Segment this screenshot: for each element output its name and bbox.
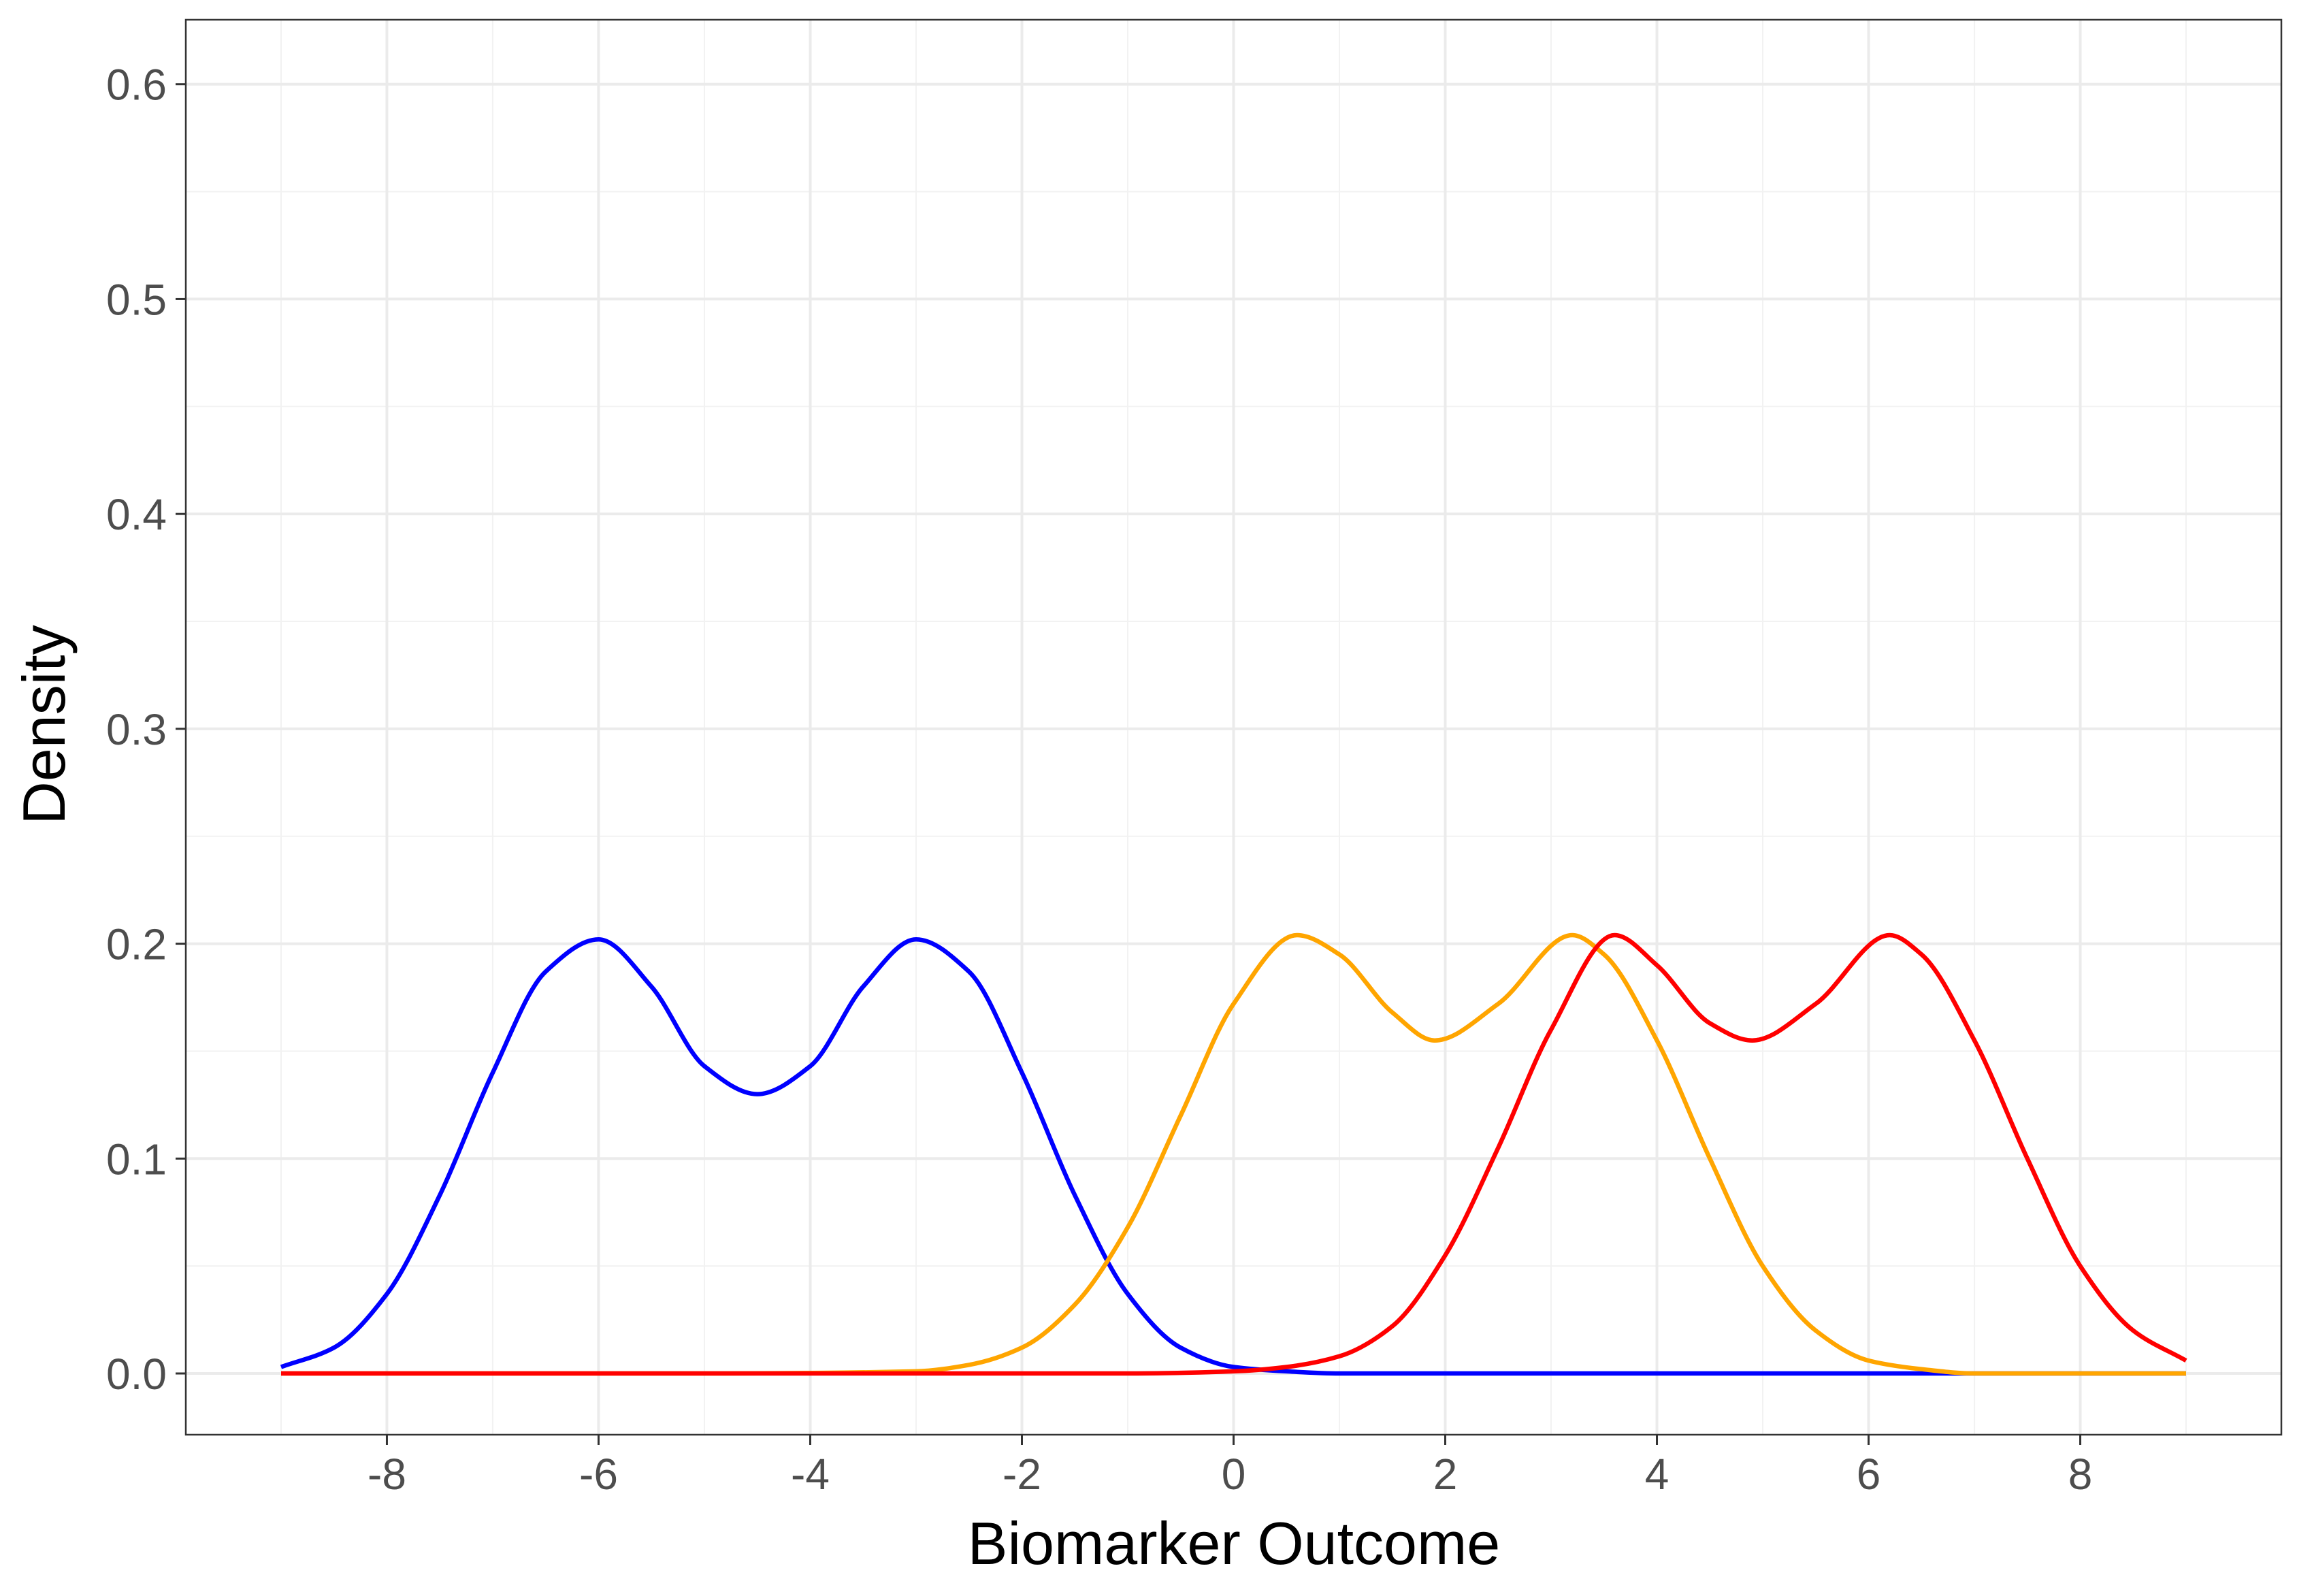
y-tick-label: 0.3 — [106, 705, 167, 754]
x-tick-label: 6 — [1857, 1450, 1881, 1499]
y-tick-label: 0.2 — [106, 920, 167, 969]
x-tick-label: 4 — [1645, 1450, 1669, 1499]
x-tick-label: -8 — [368, 1450, 406, 1499]
y-tick-label: 0.5 — [106, 275, 167, 324]
x-tick-label: -6 — [579, 1450, 618, 1499]
y-tick-label: 0.4 — [106, 490, 167, 539]
series-line-3 — [280, 932, 2187, 1376]
y-axis-title: Density — [10, 625, 78, 824]
x-axis: -8 -6 -4 -2 0 2 4 6 8 — [368, 1435, 2092, 1499]
y-tick-label: 0.0 — [106, 1350, 167, 1399]
x-tick-label: 0 — [1222, 1450, 1246, 1499]
x-tick-label: 2 — [1433, 1450, 1458, 1499]
y-tick-label: 0.1 — [106, 1135, 167, 1184]
x-tick-label: -4 — [791, 1450, 830, 1499]
x-tick-label: -2 — [1003, 1450, 1041, 1499]
series-lines — [280, 932, 2187, 1376]
series-line-2 — [280, 932, 2186, 1376]
x-axis-title: Biomarker Outcome — [968, 1510, 1500, 1577]
y-tick-label: 0.6 — [106, 61, 167, 110]
major-gridlines — [186, 20, 2281, 1435]
series-line-1 — [280, 937, 2186, 1376]
y-axis: 0.0 0.1 0.2 0.3 0.4 0.5 0.6 — [106, 61, 186, 1399]
x-tick-label: 8 — [2068, 1450, 2093, 1499]
